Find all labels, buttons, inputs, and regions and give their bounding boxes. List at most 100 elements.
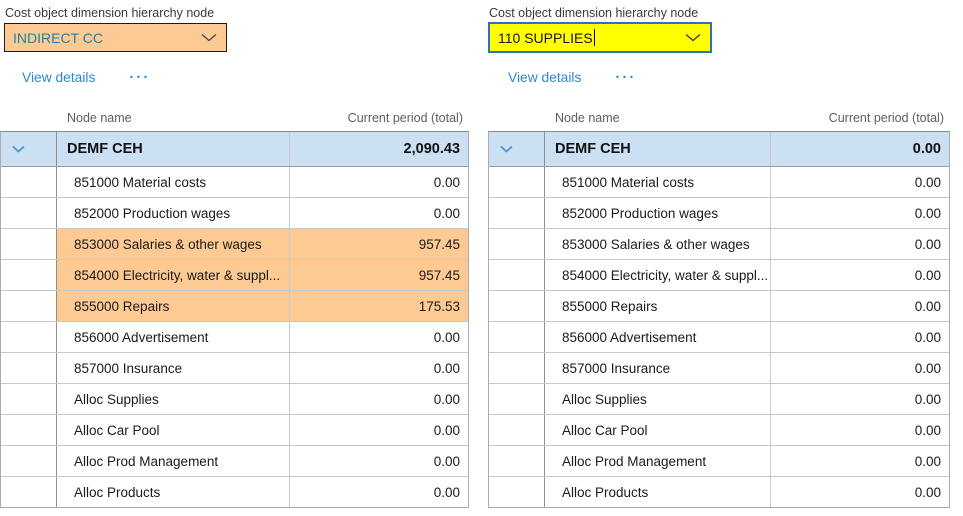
node-name-cell: Alloc Prod Management bbox=[57, 446, 290, 476]
table-row[interactable]: Alloc Car Pool 0.00 bbox=[1, 415, 468, 446]
table-row[interactable]: 852000 Production wages 0.00 bbox=[489, 198, 949, 229]
row-selector-cell[interactable] bbox=[1, 384, 57, 414]
table-row[interactable]: Alloc Products 0.00 bbox=[489, 477, 949, 507]
column-header-node-name[interactable]: Node name bbox=[67, 111, 132, 125]
node-name-cell: 851000 Material costs bbox=[57, 167, 290, 197]
table-row[interactable]: 851000 Material costs 0.00 bbox=[1, 167, 468, 198]
row-selector-cell[interactable] bbox=[489, 132, 545, 166]
table-row[interactable]: DEMF CEH 2,090.43 bbox=[1, 132, 468, 167]
chevron-down-icon[interactable] bbox=[685, 29, 701, 47]
node-value-cell: 0.00 bbox=[290, 167, 468, 197]
column-header-node-name[interactable]: Node name bbox=[555, 111, 620, 125]
row-selector-cell[interactable] bbox=[1, 415, 57, 445]
node-name-cell: Alloc Supplies bbox=[545, 384, 771, 414]
more-options-ellipsis-icon[interactable]: ··· bbox=[615, 68, 637, 86]
row-selector-cell[interactable] bbox=[1, 229, 57, 259]
grid-header-row: Node name Current period (total) bbox=[0, 105, 469, 131]
row-selector-cell[interactable] bbox=[489, 384, 545, 414]
table-row[interactable]: 855000 Repairs 0.00 bbox=[489, 291, 949, 322]
table-row[interactable]: 852000 Production wages 0.00 bbox=[1, 198, 468, 229]
combobox-label: Cost object dimension hierarchy node bbox=[5, 6, 215, 20]
table-row[interactable]: 854000 Electricity, water & suppl... 0.00 bbox=[489, 260, 949, 291]
hierarchy-node-combobox[interactable]: INDIRECT CC bbox=[4, 23, 227, 52]
table-row[interactable]: 853000 Salaries & other wages 957.45 bbox=[1, 229, 468, 260]
table-row[interactable]: Alloc Car Pool 0.00 bbox=[489, 415, 949, 446]
row-selector-cell[interactable] bbox=[1, 132, 57, 166]
node-name-cell: Alloc Car Pool bbox=[57, 415, 290, 445]
table-row[interactable]: Alloc Prod Management 0.00 bbox=[489, 446, 949, 477]
row-selector-cell[interactable] bbox=[489, 322, 545, 352]
combobox-value: 110 SUPPLIES bbox=[498, 29, 593, 46]
node-value-cell: 0.00 bbox=[290, 415, 468, 445]
table-row[interactable]: Alloc Supplies 0.00 bbox=[1, 384, 468, 415]
chevron-down-icon bbox=[12, 145, 25, 153]
node-name-cell: 851000 Material costs bbox=[545, 167, 771, 197]
node-value-cell: 0.00 bbox=[290, 384, 468, 414]
node-value-cell: 0.00 bbox=[771, 132, 949, 166]
row-selector-cell[interactable] bbox=[1, 291, 57, 321]
table-row[interactable]: 856000 Advertisement 0.00 bbox=[489, 322, 949, 353]
table-row[interactable]: 856000 Advertisement 0.00 bbox=[1, 322, 468, 353]
row-selector-cell[interactable] bbox=[1, 167, 57, 197]
node-value-cell: 0.00 bbox=[290, 322, 468, 352]
chevron-down-icon bbox=[500, 145, 513, 153]
table-row[interactable]: Alloc Products 0.00 bbox=[1, 477, 468, 507]
row-selector-cell[interactable] bbox=[1, 477, 57, 507]
row-selector-cell[interactable] bbox=[489, 167, 545, 197]
node-value-cell: 0.00 bbox=[771, 384, 949, 414]
node-name-cell: Alloc Supplies bbox=[57, 384, 290, 414]
node-value-cell: 0.00 bbox=[771, 353, 949, 383]
row-selector-cell[interactable] bbox=[489, 198, 545, 228]
grid-body: DEMF CEH 0.00 851000 Material costs 0.00 852… bbox=[488, 131, 950, 508]
node-name-cell: 854000 Electricity, water & suppl... bbox=[57, 260, 290, 290]
row-selector-cell[interactable] bbox=[1, 353, 57, 383]
table-row[interactable]: 857000 Insurance 0.00 bbox=[1, 353, 468, 384]
hierarchy-node-combobox[interactable]: 110 SUPPLIES bbox=[488, 22, 712, 53]
node-value-cell: 0.00 bbox=[771, 322, 949, 352]
node-name-cell: 856000 Advertisement bbox=[57, 322, 290, 352]
row-selector-cell[interactable] bbox=[489, 477, 545, 507]
node-value-cell: 175.53 bbox=[290, 291, 468, 321]
table-row[interactable]: 851000 Material costs 0.00 bbox=[489, 167, 949, 198]
hierarchy-panel-left: Cost object dimension hierarchy node IND… bbox=[0, 0, 470, 516]
row-selector-cell[interactable] bbox=[1, 198, 57, 228]
node-name-cell: Alloc Products bbox=[57, 477, 290, 507]
node-value-cell: 0.00 bbox=[290, 198, 468, 228]
row-selector-cell[interactable] bbox=[1, 322, 57, 352]
view-details-link[interactable]: View details bbox=[508, 70, 582, 85]
node-value-cell: 957.45 bbox=[290, 229, 468, 259]
row-selector-cell[interactable] bbox=[489, 260, 545, 290]
row-selector-cell[interactable] bbox=[489, 446, 545, 476]
combobox-label: Cost object dimension hierarchy node bbox=[489, 6, 699, 20]
column-header-current-period[interactable]: Current period (total) bbox=[828, 111, 944, 125]
table-row[interactable]: 854000 Electricity, water & suppl... 957.… bbox=[1, 260, 468, 291]
more-options-ellipsis-icon[interactable]: ··· bbox=[129, 68, 151, 86]
table-row[interactable]: 857000 Insurance 0.00 bbox=[489, 353, 949, 384]
node-value-cell: 0.00 bbox=[771, 415, 949, 445]
row-selector-cell[interactable] bbox=[489, 353, 545, 383]
row-selector-cell[interactable] bbox=[1, 260, 57, 290]
node-value-cell: 0.00 bbox=[771, 167, 949, 197]
node-value-cell: 0.00 bbox=[771, 260, 949, 290]
hierarchy-grid: Node name Current period (total) DEMF CE… bbox=[488, 105, 950, 508]
chevron-down-icon[interactable] bbox=[201, 29, 217, 47]
table-row[interactable]: Alloc Prod Management 0.00 bbox=[1, 446, 468, 477]
row-selector-cell[interactable] bbox=[489, 415, 545, 445]
column-header-current-period[interactable]: Current period (total) bbox=[347, 111, 463, 125]
row-selector-cell[interactable] bbox=[1, 446, 57, 476]
node-value-cell: 0.00 bbox=[771, 229, 949, 259]
table-row[interactable]: DEMF CEH 0.00 bbox=[489, 132, 949, 167]
table-row[interactable]: Alloc Supplies 0.00 bbox=[489, 384, 949, 415]
row-selector-cell[interactable] bbox=[489, 229, 545, 259]
node-name-cell: Alloc Car Pool bbox=[545, 415, 771, 445]
grid-body: DEMF CEH 2,090.43 851000 Material costs 0.0… bbox=[0, 131, 469, 508]
node-name-cell: Alloc Products bbox=[545, 477, 771, 507]
table-row[interactable]: 853000 Salaries & other wages 0.00 bbox=[489, 229, 949, 260]
node-value-cell: 0.00 bbox=[290, 446, 468, 476]
table-row[interactable]: 855000 Repairs 175.53 bbox=[1, 291, 468, 322]
actions-row: View details ··· bbox=[22, 68, 151, 86]
view-details-link[interactable]: View details bbox=[22, 70, 96, 85]
row-selector-cell[interactable] bbox=[489, 291, 545, 321]
node-name-cell: 855000 Repairs bbox=[545, 291, 771, 321]
grid-header-row: Node name Current period (total) bbox=[488, 105, 950, 131]
